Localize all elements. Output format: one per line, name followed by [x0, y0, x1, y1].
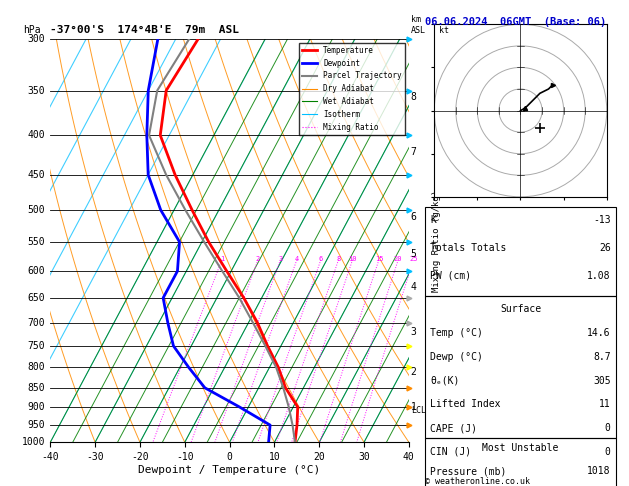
Text: 1018: 1018 [587, 467, 611, 476]
Text: 1: 1 [411, 402, 416, 412]
Text: 550: 550 [27, 237, 45, 247]
Text: 0: 0 [605, 423, 611, 433]
Text: 2: 2 [411, 366, 416, 377]
Text: 5: 5 [411, 249, 416, 259]
Text: 26: 26 [599, 243, 611, 253]
Text: 4: 4 [411, 282, 416, 293]
Text: Lifted Index: Lifted Index [430, 399, 501, 409]
Text: Totals Totals: Totals Totals [430, 243, 507, 253]
Text: 850: 850 [27, 383, 45, 393]
Text: 950: 950 [27, 420, 45, 430]
Legend: Temperature, Dewpoint, Parcel Trajectory, Dry Adiabat, Wet Adiabat, Isotherm, Mi: Temperature, Dewpoint, Parcel Trajectory… [299, 43, 405, 135]
Text: 6: 6 [411, 212, 416, 222]
Text: 8: 8 [337, 256, 341, 262]
Text: hPa: hPa [23, 25, 41, 35]
Text: 06.06.2024  06GMT  (Base: 06): 06.06.2024 06GMT (Base: 06) [425, 17, 606, 27]
Text: 450: 450 [27, 170, 45, 180]
Text: CIN (J): CIN (J) [430, 447, 472, 457]
Text: Pressure (mb): Pressure (mb) [430, 467, 507, 476]
Text: 3: 3 [411, 327, 416, 337]
Text: Most Unstable: Most Unstable [482, 443, 559, 452]
Text: 800: 800 [27, 363, 45, 372]
Text: 1.08: 1.08 [587, 271, 611, 281]
Text: 25: 25 [409, 256, 418, 262]
Text: km
ASL: km ASL [411, 16, 426, 35]
Text: 15: 15 [375, 256, 383, 262]
X-axis label: Dewpoint / Temperature (°C): Dewpoint / Temperature (°C) [138, 465, 321, 475]
Text: Mixing Ratio (g/kg): Mixing Ratio (g/kg) [432, 190, 441, 292]
Text: 750: 750 [27, 341, 45, 351]
Text: © weatheronline.co.uk: © weatheronline.co.uk [425, 477, 530, 486]
Text: 700: 700 [27, 318, 45, 328]
Text: 400: 400 [27, 130, 45, 140]
Text: K: K [430, 215, 436, 225]
Text: -13: -13 [593, 215, 611, 225]
Text: 0: 0 [605, 447, 611, 457]
Text: 4: 4 [295, 256, 299, 262]
Text: 7: 7 [411, 147, 416, 156]
Bar [425, 296, 616, 438]
Text: Temp (°C): Temp (°C) [430, 328, 483, 338]
Text: 600: 600 [27, 266, 45, 276]
Text: 10: 10 [348, 256, 357, 262]
Text: θₑ(K): θₑ(K) [430, 376, 460, 385]
Text: 6: 6 [319, 256, 323, 262]
Text: 300: 300 [27, 34, 45, 44]
Text: 14.6: 14.6 [587, 328, 611, 338]
Text: PW (cm): PW (cm) [430, 271, 472, 281]
Text: kt: kt [438, 26, 448, 35]
Text: 500: 500 [27, 205, 45, 215]
Text: 8: 8 [411, 92, 416, 102]
Text: 3: 3 [278, 256, 282, 262]
Text: 900: 900 [27, 402, 45, 412]
Text: 350: 350 [27, 86, 45, 96]
Text: 1000: 1000 [21, 437, 45, 447]
Text: LCL: LCL [411, 406, 426, 415]
Text: -37°00'S  174°4B'E  79m  ASL: -37°00'S 174°4B'E 79m ASL [50, 25, 239, 35]
Text: Dewp (°C): Dewp (°C) [430, 352, 483, 362]
Text: 305: 305 [593, 376, 611, 385]
Text: CAPE (J): CAPE (J) [430, 423, 477, 433]
Text: 650: 650 [27, 293, 45, 303]
Text: Surface: Surface [500, 304, 541, 314]
Text: 8.7: 8.7 [593, 352, 611, 362]
Text: 1: 1 [220, 256, 224, 262]
Text: 11: 11 [599, 399, 611, 409]
Text: 20: 20 [394, 256, 403, 262]
Bar [425, 207, 616, 296]
Bar [425, 438, 616, 486]
Text: 2: 2 [256, 256, 260, 262]
